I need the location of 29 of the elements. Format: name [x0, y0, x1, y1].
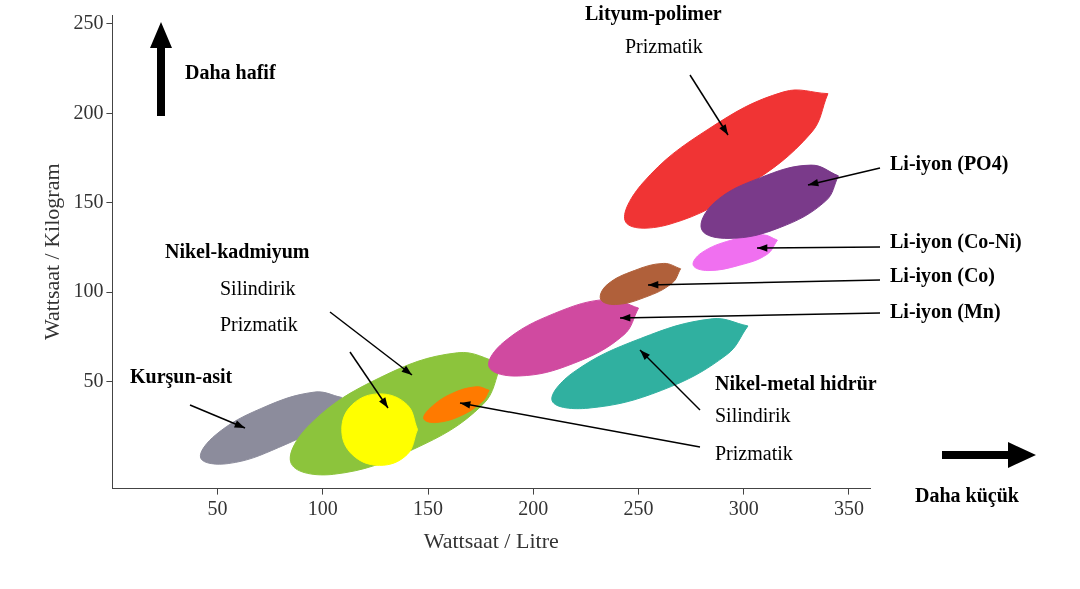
x-tick-label: 200	[518, 496, 549, 519]
y-axis-title: Wattsaat / Kilogram	[38, 163, 64, 341]
text: Li-iyon (Mn)	[890, 300, 1001, 324]
y-tick-label: 50	[83, 368, 104, 391]
y-tick-label: 250	[73, 11, 104, 34]
annotation: Lityum-polimer	[585, 2, 722, 26]
y-tick-label: 100	[73, 279, 104, 302]
text: Daha küçük	[915, 484, 1020, 508]
x-tick-label: 100	[307, 496, 338, 519]
x-tick-label: 150	[413, 496, 444, 519]
annotation: Prizmatik	[625, 35, 703, 58]
annotation: Nikel-metal hidrür	[715, 372, 877, 395]
annotation: Daha hafif	[185, 61, 276, 84]
x-tick-label: 50	[207, 496, 228, 519]
annotation: Kurşun-asit	[130, 365, 233, 389]
text: Li-iyon (PO4)	[890, 152, 1009, 176]
text: Li-iyon (Co-Ni)	[890, 230, 1022, 254]
x-tick-label: 250	[623, 496, 654, 519]
x-tick-label: 300	[728, 496, 759, 519]
annotation: Silindirik	[715, 404, 791, 427]
y-tick-label: 150	[73, 189, 104, 212]
annotation: Prizmatik	[715, 442, 793, 465]
y-tick-label: 200	[73, 100, 104, 123]
x-axis-title: Wattsaat / Litre	[423, 527, 559, 553]
annotation: Silindirik	[220, 277, 296, 300]
annotation: Prizmatik	[220, 313, 298, 336]
annotation: Nikel-kadmiyum	[165, 240, 310, 264]
x-tick-label: 350	[833, 496, 864, 519]
text: Li-iyon (Co)	[890, 264, 995, 288]
